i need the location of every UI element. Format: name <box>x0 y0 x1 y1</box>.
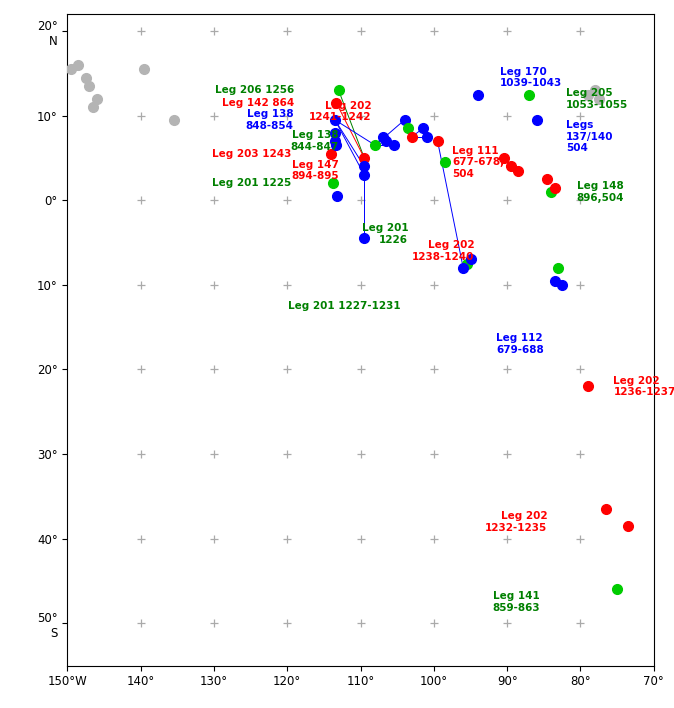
Text: Leg 203 1243: Leg 203 1243 <box>212 149 291 159</box>
Text: Leg 201 1227-1231: Leg 201 1227-1231 <box>288 301 401 311</box>
Text: Leg 201 1225: Leg 201 1225 <box>212 178 291 188</box>
Text: Leg 138
844-847: Leg 138 844-847 <box>290 130 338 152</box>
Text: Leg 147
894-895: Leg 147 894-895 <box>291 160 338 181</box>
Text: Leg 202
1238-1240: Leg 202 1238-1240 <box>412 240 474 262</box>
Text: Leg 111
677-678,
504: Leg 111 677-678, 504 <box>452 146 504 179</box>
Text: Leg 201
1226: Leg 201 1226 <box>362 223 408 245</box>
Text: Leg 170
1039-1043: Leg 170 1039-1043 <box>500 67 562 88</box>
Text: Legs
137/140
504: Legs 137/140 504 <box>566 120 613 154</box>
Text: Leg 148
896,504: Leg 148 896,504 <box>577 181 624 202</box>
Text: Leg 202
1241-1242: Leg 202 1241-1242 <box>309 101 371 122</box>
Text: Leg 205
1053-1055: Leg 205 1053-1055 <box>566 88 628 110</box>
Text: Leg 202
1232-1235: Leg 202 1232-1235 <box>485 511 547 532</box>
Text: Leg 141
859-863: Leg 141 859-863 <box>493 591 540 613</box>
Text: Leg 206 1256: Leg 206 1256 <box>216 85 295 96</box>
Text: Leg 142 864: Leg 142 864 <box>222 98 295 108</box>
Text: Leg 112
679-688: Leg 112 679-688 <box>496 333 544 355</box>
Text: Leg 138
848-854: Leg 138 848-854 <box>245 109 293 131</box>
Text: Leg 202
1236-1237: Leg 202 1236-1237 <box>613 375 674 397</box>
